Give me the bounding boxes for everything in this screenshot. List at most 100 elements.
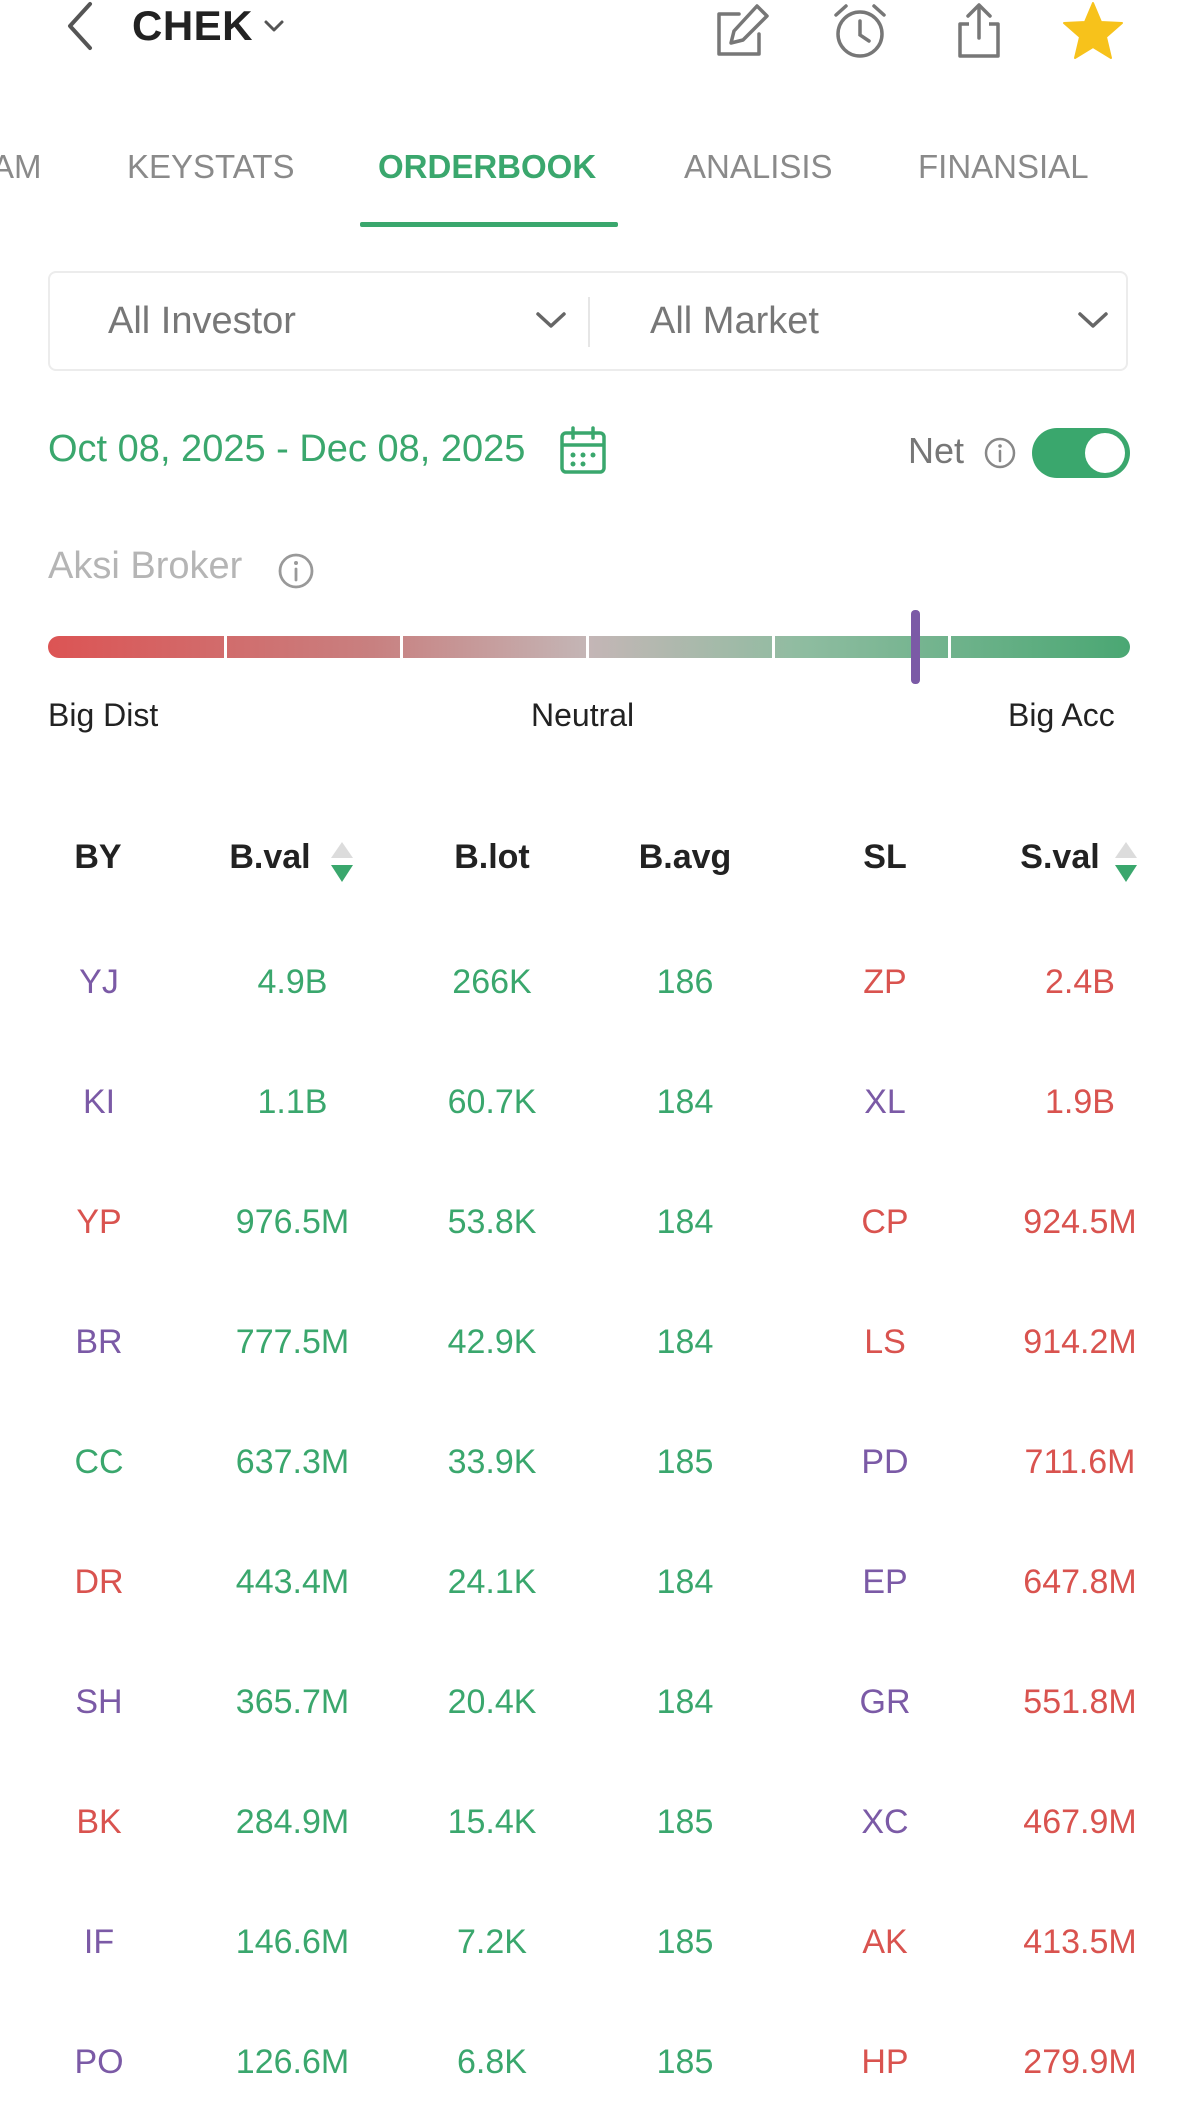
sort-icon[interactable] [329, 840, 355, 884]
filter-bar: All Investor All Market [48, 271, 1128, 371]
market-filter-dropdown[interactable]: All Market [650, 273, 1110, 369]
cell-sell-value: 551.8M [1023, 1683, 1137, 1721]
cell-buyer[interactable]: KI [82, 1083, 116, 1121]
cell-buy-avg: 184 [656, 1323, 714, 1361]
cell-buy-lot: 24.1K [447, 1563, 537, 1601]
table-row[interactable]: KI 1.1B 60.7K 184 XL 1.9B [0, 1043, 1179, 1163]
calendar-icon[interactable] [559, 425, 607, 475]
info-icon[interactable] [277, 552, 315, 590]
col-header-blot[interactable]: B.lot [454, 838, 530, 876]
cell-buyer[interactable]: YP [76, 1203, 122, 1241]
active-tab-indicator [360, 222, 618, 227]
cell-sell-value: 467.9M [1023, 1803, 1137, 1841]
cell-seller[interactable]: XL [864, 1083, 906, 1121]
toggle-knob [1085, 433, 1125, 473]
cell-seller[interactable]: EP [862, 1563, 908, 1601]
cell-buy-value: 976.5M [235, 1203, 350, 1241]
scale-label-big-dist: Big Dist [48, 697, 159, 733]
back-button[interactable] [60, 0, 100, 52]
price-alert-button[interactable] [829, 0, 891, 62]
cell-sell-value: 413.5M [1023, 1923, 1137, 1961]
share-button[interactable] [948, 0, 1010, 62]
table-row[interactable]: DR 443.4M 24.1K 184 EP 647.8M [0, 1523, 1179, 1643]
table-row[interactable]: PO 126.6M 6.8K 185 HP 279.9M [0, 2003, 1179, 2123]
gauge-separator [586, 636, 589, 658]
table-row[interactable]: BR 777.5M 42.9K 184 LS 914.2M [0, 1283, 1179, 1403]
investor-filter-dropdown[interactable]: All Investor [108, 273, 568, 369]
sort-icon[interactable] [1113, 840, 1139, 884]
broker-action-title: Aksi Broker [48, 545, 243, 587]
col-header-sl[interactable]: SL [863, 838, 907, 876]
cell-seller[interactable]: GR [859, 1683, 911, 1721]
table-row[interactable]: BK 284.9M 15.4K 185 XC 467.9M [0, 1763, 1179, 1883]
tab-bar: AM KEYSTATS ORDERBOOK ANALISIS FINANSIAL [0, 130, 1179, 230]
col-header-bval[interactable]: B.val [229, 838, 311, 876]
cell-buy-lot: 20.4K [447, 1683, 537, 1721]
cell-buy-lot: 6.8K [457, 2043, 527, 2081]
table-row[interactable]: SH 365.7M 20.4K 184 GR 551.8M [0, 1643, 1179, 1763]
col-header-sval[interactable]: S.val [1020, 838, 1100, 876]
cell-seller[interactable]: PD [861, 1443, 909, 1481]
cell-buyer[interactable]: PO [74, 2043, 124, 2081]
edit-button[interactable] [711, 0, 773, 62]
cell-buyer[interactable]: DR [74, 1563, 124, 1601]
gauge-separator [400, 636, 403, 658]
investor-filter-label: All Investor [108, 299, 296, 342]
cell-buyer[interactable]: BR [75, 1323, 123, 1361]
scale-label-neutral: Neutral [531, 697, 635, 733]
cell-seller[interactable]: HP [861, 2043, 909, 2081]
broker-action-gauge [48, 636, 1130, 658]
cell-buy-value: 126.6M [235, 2043, 350, 2081]
table-row[interactable]: CC 637.3M 33.9K 185 PD 711.6M [0, 1403, 1179, 1523]
cell-buyer[interactable]: BK [76, 1803, 122, 1841]
cell-buy-lot: 60.7K [447, 1083, 537, 1121]
cell-buy-avg: 185 [656, 1443, 714, 1481]
chevron-down-icon [536, 312, 566, 328]
gauge-separator [224, 636, 227, 658]
cell-buy-value: 146.6M [235, 1923, 350, 1961]
cell-seller[interactable]: CP [861, 1203, 909, 1241]
cell-buyer[interactable]: CC [74, 1443, 124, 1481]
header-bar: CHEK [0, 0, 1179, 60]
cell-buy-value: 777.5M [235, 1323, 350, 1361]
table-row[interactable]: YP 976.5M 53.8K 184 CP 924.5M [0, 1163, 1179, 1283]
table-row[interactable]: YJ 4.9B 266K 186 ZP 2.4B [0, 923, 1179, 1043]
gauge-marker [911, 610, 920, 684]
watchlist-star-button[interactable] [1062, 0, 1124, 62]
cell-seller[interactable]: LS [864, 1323, 906, 1361]
share-icon [958, 3, 1000, 58]
ticker-symbol: CHEK [132, 2, 254, 49]
ticker-selector[interactable]: CHEK [132, 0, 285, 52]
tab-keystats[interactable]: KEYSTATS [127, 148, 295, 185]
date-range-label[interactable]: Oct 08, 2025 - Dec 08, 2025 [48, 428, 526, 470]
info-icon[interactable] [983, 436, 1017, 470]
cell-seller[interactable]: AK [862, 1923, 908, 1961]
cell-buy-lot: 266K [452, 963, 532, 1001]
cell-buyer[interactable]: SH [75, 1683, 123, 1721]
tab-am[interactable]: AM [0, 148, 42, 185]
chevron-down-icon [1078, 312, 1108, 328]
cell-buy-lot: 15.4K [447, 1803, 537, 1841]
cell-buyer[interactable]: IF [83, 1923, 115, 1961]
col-header-by[interactable]: BY [74, 838, 122, 876]
cell-buy-lot: 42.9K [447, 1323, 537, 1361]
gauge-separator [948, 636, 951, 658]
cell-sell-value: 2.4B [1045, 963, 1115, 1001]
cell-buy-avg: 184 [656, 1683, 714, 1721]
col-header-bavg[interactable]: B.avg [638, 838, 732, 876]
cell-seller[interactable]: XC [861, 1803, 909, 1841]
cell-sell-value: 711.6M [1024, 1443, 1136, 1481]
cell-sell-value: 914.2M [1023, 1323, 1137, 1361]
net-toggle[interactable] [1032, 428, 1130, 478]
table-row[interactable]: IF 146.6M 7.2K 185 AK 413.5M [0, 1883, 1179, 2003]
cell-buyer[interactable]: YJ [79, 963, 119, 1001]
tab-finansial[interactable]: FINANSIAL [918, 148, 1089, 185]
cell-buy-lot: 7.2K [457, 1923, 527, 1961]
tab-analisis[interactable]: ANALISIS [684, 148, 833, 185]
market-filter-label: All Market [650, 299, 819, 342]
star-icon [1063, 2, 1123, 59]
cell-seller[interactable]: ZP [863, 963, 907, 1001]
dropdown-chevron-icon [264, 20, 284, 32]
tab-orderbook[interactable]: ORDERBOOK [378, 148, 597, 185]
cell-buy-value: 284.9M [235, 1803, 350, 1841]
